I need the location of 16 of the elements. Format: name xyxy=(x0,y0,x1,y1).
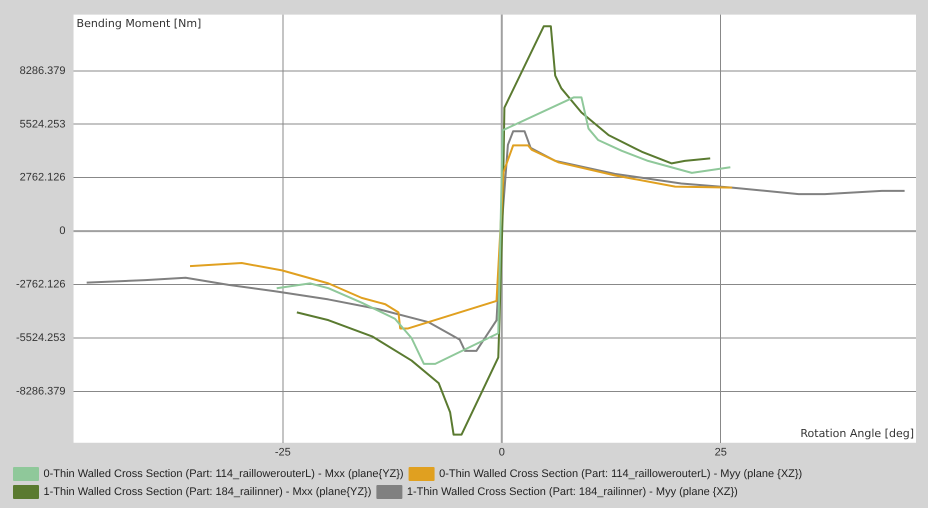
y-axis-title: Bending Moment [Nm] xyxy=(76,16,202,30)
legend-label: 1-Thin Walled Cross Section (Part: 184_railinner) - Mxx (plane{YZ}) xyxy=(44,486,372,498)
x-tick-label: 25 xyxy=(714,446,727,458)
legend-label: 1-Thin Walled Cross Section (Part: 184_railinner) - Myy (plane {XZ}) xyxy=(406,486,738,498)
y-tick-label: -2762.126 xyxy=(16,278,66,291)
y-tick-label: 0 xyxy=(59,225,66,238)
y-tick-label: 8286.379 xyxy=(20,64,66,77)
legend-label: 0-Thin Walled Cross Section (Part: 114_raillowerouterL) - Mxx (plane{YZ}) xyxy=(44,468,404,480)
x-axis-title: Rotation Angle [deg] xyxy=(800,427,914,440)
y-tick-label: -5524.253 xyxy=(16,332,66,344)
x-tick-label: 0 xyxy=(498,446,505,458)
y-tick-label: 5524.253 xyxy=(20,118,66,130)
x-tick-label: -25 xyxy=(274,446,291,458)
y-tick-label: -8286.379 xyxy=(16,385,66,398)
y-tick-label: 2762.126 xyxy=(20,172,66,184)
legend-label: 0-Thin Walled Cross Section (Part: 114_raillowerouterL) - Myy (plane {XZ}) xyxy=(439,468,802,480)
